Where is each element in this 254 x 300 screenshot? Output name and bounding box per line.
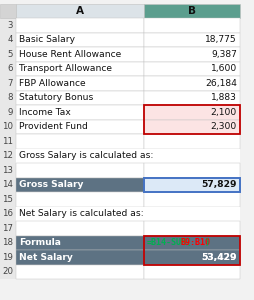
Text: 3: 3 — [7, 21, 13, 30]
Text: Net Salary is calculated as:: Net Salary is calculated as: — [19, 209, 143, 218]
Text: B9:B10: B9:B10 — [180, 238, 210, 247]
Bar — [16, 236, 144, 250]
Text: 9,387: 9,387 — [210, 50, 236, 59]
Text: 10: 10 — [2, 122, 13, 131]
Bar — [144, 178, 239, 192]
Bar — [16, 221, 144, 236]
Bar — [16, 265, 144, 279]
Bar — [16, 32, 144, 47]
Text: FBP Allowance: FBP Allowance — [19, 79, 85, 88]
Text: Transport Allowance: Transport Allowance — [19, 64, 112, 73]
Text: 53,429: 53,429 — [201, 253, 236, 262]
Text: Gross Salary: Gross Salary — [19, 180, 83, 189]
Text: 4: 4 — [7, 35, 13, 44]
Bar — [16, 18, 144, 32]
Text: 53,429: 53,429 — [201, 253, 236, 262]
Bar — [16, 206, 239, 221]
Bar — [16, 47, 144, 62]
Bar — [16, 134, 144, 148]
Bar — [144, 265, 239, 279]
Bar — [16, 148, 239, 163]
Bar — [144, 250, 239, 265]
Bar — [16, 250, 144, 265]
Text: 6: 6 — [7, 64, 13, 73]
Bar — [144, 91, 239, 105]
Bar — [144, 236, 239, 250]
Text: 9: 9 — [8, 108, 13, 117]
Bar — [144, 236, 239, 265]
Bar — [144, 105, 239, 119]
Bar — [144, 134, 239, 148]
Bar — [16, 61, 144, 76]
Bar — [144, 119, 239, 134]
Text: 11: 11 — [2, 137, 13, 146]
Text: 14: 14 — [2, 180, 13, 189]
Bar — [144, 61, 239, 76]
Text: 17: 17 — [2, 224, 13, 233]
Text: 2,100: 2,100 — [210, 108, 236, 117]
Text: 7: 7 — [7, 79, 13, 88]
Text: Net Salary: Net Salary — [19, 253, 73, 262]
Text: 15: 15 — [2, 195, 13, 204]
Text: 18: 18 — [2, 238, 13, 247]
Bar — [144, 221, 239, 236]
Bar — [144, 47, 239, 62]
Text: 13: 13 — [2, 166, 13, 175]
Text: 20: 20 — [2, 267, 13, 276]
Text: 19: 19 — [2, 253, 13, 262]
Text: 16: 16 — [2, 209, 13, 218]
Text: Statutory Bonus: Statutory Bonus — [19, 93, 93, 102]
Text: Basic Salary: Basic Salary — [19, 35, 75, 44]
Text: B: B — [187, 6, 195, 16]
Text: 12: 12 — [2, 151, 13, 160]
Text: 57,829: 57,829 — [201, 180, 236, 189]
Bar — [0, 4, 16, 18]
Text: House Rent Allowance: House Rent Allowance — [19, 50, 121, 59]
Text: 5: 5 — [7, 50, 13, 59]
Bar — [16, 119, 144, 134]
Text: 1,883: 1,883 — [210, 93, 236, 102]
Bar — [16, 163, 144, 178]
Bar — [16, 76, 144, 91]
Bar — [144, 32, 239, 47]
Bar — [16, 178, 144, 192]
Text: 18,775: 18,775 — [204, 35, 236, 44]
Bar — [144, 76, 239, 91]
Bar — [16, 192, 144, 206]
Text: Income Tax: Income Tax — [19, 108, 70, 117]
Text: 26,184: 26,184 — [204, 79, 236, 88]
Text: Formula: Formula — [19, 238, 61, 247]
Bar — [0, 18, 16, 279]
Text: Gross Salary is calculated as:: Gross Salary is calculated as: — [19, 151, 153, 160]
Bar — [144, 105, 239, 134]
Bar — [144, 192, 239, 206]
Bar — [144, 4, 239, 18]
Text: Provident Fund: Provident Fund — [19, 122, 88, 131]
Bar — [16, 105, 144, 119]
Text: 8: 8 — [7, 93, 13, 102]
Bar — [144, 178, 239, 192]
Text: ): ) — [204, 238, 209, 247]
Text: 57,829: 57,829 — [201, 180, 236, 189]
Bar — [144, 163, 239, 178]
Bar — [16, 91, 144, 105]
Text: 2,300: 2,300 — [210, 122, 236, 131]
Text: =B14-SUM(: =B14-SUM( — [146, 238, 191, 247]
Text: A: A — [76, 6, 84, 16]
Bar — [144, 18, 239, 32]
Text: 1,600: 1,600 — [210, 64, 236, 73]
Bar — [16, 4, 144, 18]
